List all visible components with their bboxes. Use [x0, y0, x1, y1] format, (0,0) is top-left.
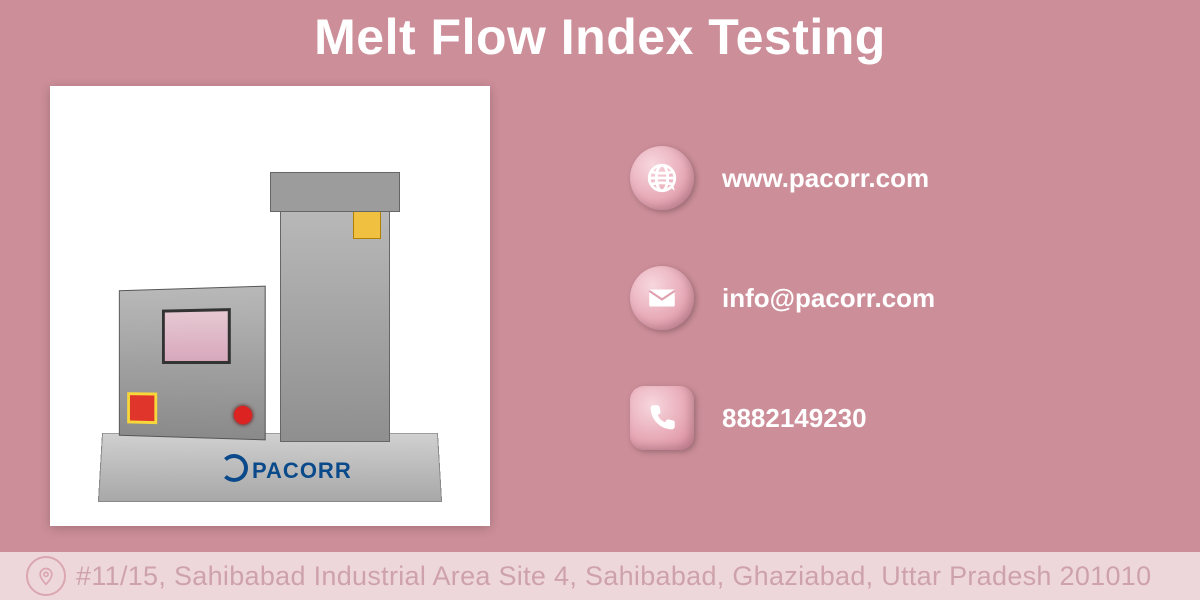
device-brand-label: PACORR	[220, 454, 352, 484]
product-photo-card: PACORR	[50, 86, 490, 526]
contact-email-text: info@pacorr.com	[722, 283, 935, 314]
mail-icon	[630, 266, 694, 330]
contact-website-text: www.pacorr.com	[722, 163, 929, 194]
phone-icon	[630, 386, 694, 450]
contact-phone-text: 8882149230	[722, 403, 867, 434]
footer-bar: #11/15, Sahibabad Industrial Area Site 4…	[0, 552, 1200, 600]
contact-website: www.pacorr.com	[630, 146, 1150, 210]
contacts-column: www.pacorr.com info@pacorr.com 888214923…	[490, 86, 1150, 450]
page-title: Melt Flow Index Testing	[0, 0, 1200, 66]
contact-email: info@pacorr.com	[630, 266, 1150, 330]
contact-phone: 8882149230	[630, 386, 1150, 450]
footer-address: #11/15, Sahibabad Industrial Area Site 4…	[76, 561, 1151, 592]
map-pin-icon	[26, 556, 66, 596]
device-illustration: PACORR	[80, 132, 460, 512]
globe-icon	[630, 146, 694, 210]
content-row: PACORR www.pacorr.com	[0, 66, 1200, 526]
